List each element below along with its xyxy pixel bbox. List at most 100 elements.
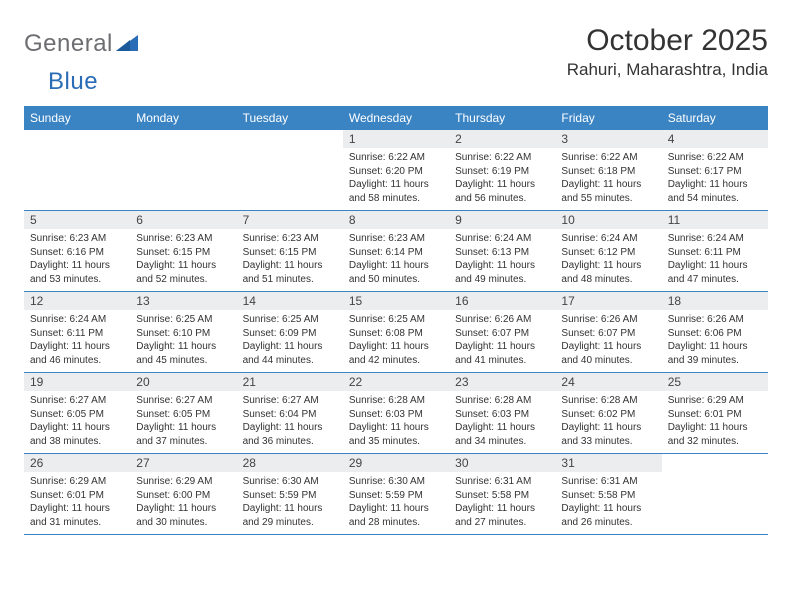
week-row: 5Sunrise: 6:23 AMSunset: 6:16 PMDaylight… [24, 211, 768, 292]
weekday-header: Tuesday [237, 106, 343, 130]
day-body: Sunrise: 6:29 AMSunset: 6:01 PMDaylight:… [662, 391, 768, 452]
day-number: 21 [237, 373, 343, 391]
day-number: 10 [555, 211, 661, 229]
sunrise-text: Sunrise: 6:27 AM [30, 394, 124, 408]
day-cell: 18Sunrise: 6:26 AMSunset: 6:06 PMDayligh… [662, 292, 768, 372]
day-number: 23 [449, 373, 555, 391]
day-number: 1 [343, 130, 449, 148]
daylight-text: Daylight: 11 hours and 58 minutes. [349, 178, 443, 205]
sunset-text: Sunset: 5:58 PM [561, 489, 655, 503]
sunrise-text: Sunrise: 6:31 AM [561, 475, 655, 489]
day-cell: 9Sunrise: 6:24 AMSunset: 6:13 PMDaylight… [449, 211, 555, 291]
day-cell: 16Sunrise: 6:26 AMSunset: 6:07 PMDayligh… [449, 292, 555, 372]
sunrise-text: Sunrise: 6:22 AM [668, 151, 762, 165]
day-body: Sunrise: 6:25 AMSunset: 6:09 PMDaylight:… [237, 310, 343, 371]
day-number: 4 [662, 130, 768, 148]
sunrise-text: Sunrise: 6:25 AM [349, 313, 443, 327]
day-cell: 23Sunrise: 6:28 AMSunset: 6:03 PMDayligh… [449, 373, 555, 453]
day-body: Sunrise: 6:27 AMSunset: 6:05 PMDaylight:… [24, 391, 130, 452]
sunset-text: Sunset: 6:05 PM [30, 408, 124, 422]
sunrise-text: Sunrise: 6:28 AM [349, 394, 443, 408]
sunrise-text: Sunrise: 6:23 AM [243, 232, 337, 246]
sunrise-text: Sunrise: 6:22 AM [349, 151, 443, 165]
sunrise-text: Sunrise: 6:29 AM [668, 394, 762, 408]
sunset-text: Sunset: 5:58 PM [455, 489, 549, 503]
daylight-text: Daylight: 11 hours and 31 minutes. [30, 502, 124, 529]
day-number: 22 [343, 373, 449, 391]
day-cell: 24Sunrise: 6:28 AMSunset: 6:02 PMDayligh… [555, 373, 661, 453]
weekday-header-row: SundayMondayTuesdayWednesdayThursdayFrid… [24, 106, 768, 130]
day-body: Sunrise: 6:29 AMSunset: 6:01 PMDaylight:… [24, 472, 130, 533]
daylight-text: Daylight: 11 hours and 41 minutes. [455, 340, 549, 367]
day-number: 19 [24, 373, 130, 391]
day-number: 5 [24, 211, 130, 229]
sunset-text: Sunset: 6:16 PM [30, 246, 124, 260]
sunset-text: Sunset: 6:01 PM [30, 489, 124, 503]
month-title: October 2025 [567, 24, 768, 58]
sunset-text: Sunset: 6:14 PM [349, 246, 443, 260]
daylight-text: Daylight: 11 hours and 51 minutes. [243, 259, 337, 286]
sunrise-text: Sunrise: 6:25 AM [243, 313, 337, 327]
sunrise-text: Sunrise: 6:28 AM [455, 394, 549, 408]
day-cell: 31Sunrise: 6:31 AMSunset: 5:58 PMDayligh… [555, 454, 661, 534]
sunset-text: Sunset: 6:15 PM [243, 246, 337, 260]
day-number: 12 [24, 292, 130, 310]
sunset-text: Sunset: 6:03 PM [455, 408, 549, 422]
day-cell [237, 130, 343, 210]
day-cell: 22Sunrise: 6:28 AMSunset: 6:03 PMDayligh… [343, 373, 449, 453]
weekday-header: Monday [130, 106, 236, 130]
day-body: Sunrise: 6:23 AMSunset: 6:15 PMDaylight:… [130, 229, 236, 290]
sunrise-text: Sunrise: 6:22 AM [455, 151, 549, 165]
sunrise-text: Sunrise: 6:23 AM [136, 232, 230, 246]
day-number: 2 [449, 130, 555, 148]
day-cell: 25Sunrise: 6:29 AMSunset: 6:01 PMDayligh… [662, 373, 768, 453]
daylight-text: Daylight: 11 hours and 53 minutes. [30, 259, 124, 286]
daylight-text: Daylight: 11 hours and 47 minutes. [668, 259, 762, 286]
day-number: 24 [555, 373, 661, 391]
sunrise-text: Sunrise: 6:24 AM [668, 232, 762, 246]
sunrise-text: Sunrise: 6:30 AM [349, 475, 443, 489]
sunrise-text: Sunrise: 6:24 AM [455, 232, 549, 246]
logo-general-text: General [24, 30, 113, 58]
day-body: Sunrise: 6:30 AMSunset: 5:59 PMDaylight:… [343, 472, 449, 533]
weekday-header: Friday [555, 106, 661, 130]
day-number: 18 [662, 292, 768, 310]
day-cell: 5Sunrise: 6:23 AMSunset: 6:16 PMDaylight… [24, 211, 130, 291]
day-body: Sunrise: 6:28 AMSunset: 6:03 PMDaylight:… [449, 391, 555, 452]
sunset-text: Sunset: 6:20 PM [349, 165, 443, 179]
day-cell: 30Sunrise: 6:31 AMSunset: 5:58 PMDayligh… [449, 454, 555, 534]
day-number: 11 [662, 211, 768, 229]
day-body: Sunrise: 6:31 AMSunset: 5:58 PMDaylight:… [555, 472, 661, 533]
weekday-header: Wednesday [343, 106, 449, 130]
day-body: Sunrise: 6:29 AMSunset: 6:00 PMDaylight:… [130, 472, 236, 533]
sunset-text: Sunset: 6:12 PM [561, 246, 655, 260]
day-number [662, 454, 768, 472]
daylight-text: Daylight: 11 hours and 50 minutes. [349, 259, 443, 286]
day-number: 14 [237, 292, 343, 310]
day-number: 26 [24, 454, 130, 472]
daylight-text: Daylight: 11 hours and 35 minutes. [349, 421, 443, 448]
sunrise-text: Sunrise: 6:27 AM [243, 394, 337, 408]
sunset-text: Sunset: 6:17 PM [668, 165, 762, 179]
sunset-text: Sunset: 6:18 PM [561, 165, 655, 179]
day-cell [662, 454, 768, 534]
day-body: Sunrise: 6:23 AMSunset: 6:16 PMDaylight:… [24, 229, 130, 290]
location-label: Rahuri, Maharashtra, India [567, 60, 768, 80]
daylight-text: Daylight: 11 hours and 32 minutes. [668, 421, 762, 448]
weekday-header: Saturday [662, 106, 768, 130]
day-number: 17 [555, 292, 661, 310]
sunrise-text: Sunrise: 6:22 AM [561, 151, 655, 165]
day-body: Sunrise: 6:22 AMSunset: 6:17 PMDaylight:… [662, 148, 768, 209]
day-body: Sunrise: 6:26 AMSunset: 6:06 PMDaylight:… [662, 310, 768, 371]
day-number: 13 [130, 292, 236, 310]
day-body: Sunrise: 6:22 AMSunset: 6:19 PMDaylight:… [449, 148, 555, 209]
sunset-text: Sunset: 6:06 PM [668, 327, 762, 341]
weekday-header: Sunday [24, 106, 130, 130]
sunset-text: Sunset: 6:10 PM [136, 327, 230, 341]
day-cell: 15Sunrise: 6:25 AMSunset: 6:08 PMDayligh… [343, 292, 449, 372]
day-number: 20 [130, 373, 236, 391]
day-number: 6 [130, 211, 236, 229]
day-cell: 19Sunrise: 6:27 AMSunset: 6:05 PMDayligh… [24, 373, 130, 453]
sunrise-text: Sunrise: 6:25 AM [136, 313, 230, 327]
sunrise-text: Sunrise: 6:23 AM [349, 232, 443, 246]
